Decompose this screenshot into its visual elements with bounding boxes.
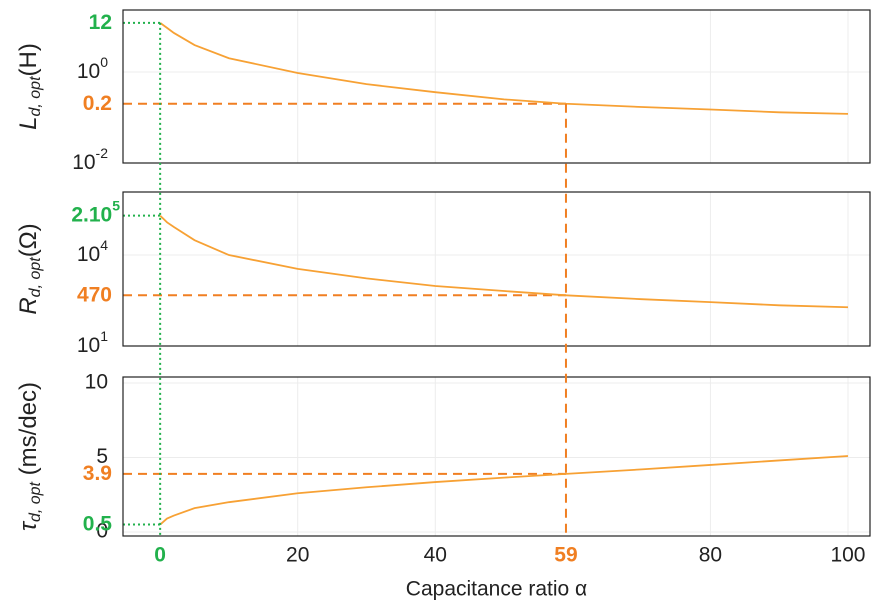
y-label-sub: d, opt [27, 481, 44, 522]
y-label-sub: d, opt [27, 76, 44, 117]
y-axis-label: Rd, opt(Ω) [15, 223, 44, 314]
marker-text: 12 [89, 10, 112, 33]
marker-label: 2.105 [71, 197, 120, 226]
x-tick-label: 100 [830, 544, 865, 567]
marker-text: 2.10 [71, 203, 112, 226]
marker-label: 12 [89, 10, 112, 33]
marker-label: 470 [77, 283, 112, 306]
y-label-main: R [15, 297, 42, 314]
marker-label: 0.2 [83, 91, 112, 114]
y-tick-label: 10 [85, 371, 108, 394]
y-label-tail: (Ω) [15, 223, 42, 257]
x-tick-label: 80 [699, 544, 722, 567]
plot-frame [122, 9, 871, 164]
tick-base: 10 [77, 334, 100, 357]
tick-exponent: 1 [100, 328, 108, 344]
y-tick-label: 5 [96, 445, 108, 468]
y-tick-label: 101 [77, 328, 108, 357]
line-series [159, 22, 849, 115]
tick-base: 10 [77, 243, 100, 266]
marker-label: 3.9 [83, 461, 112, 484]
plot-frame [122, 191, 871, 347]
line-series [159, 214, 849, 309]
y-label-tail: (H) [15, 43, 42, 76]
line-series [159, 455, 849, 526]
marker-label: 0.5 [83, 512, 113, 535]
y-axis-label: Ld, opt(H) [15, 43, 44, 130]
x-marker-label: 0 [154, 544, 166, 567]
y-label-sub: d, opt [27, 257, 44, 298]
tick-base: 10 [72, 151, 95, 174]
y-tick-label: 10-2 [72, 145, 108, 174]
y-tick-label: 104 [77, 237, 108, 266]
marker-text: 3.9 [83, 461, 112, 484]
tick-exponent: 0 [100, 54, 108, 70]
x-tick-label: 40 [424, 544, 447, 567]
tick-exponent: -2 [96, 145, 109, 161]
marker-text: 0.2 [83, 91, 112, 114]
plot-frame [122, 376, 871, 537]
y-axis-label: τd, opt (ms/dec) [15, 382, 44, 531]
marker-text: 0.5 [83, 512, 113, 535]
marker-text: 470 [77, 283, 112, 306]
tick-exponent: 4 [100, 237, 108, 253]
y-label-main: L [15, 117, 42, 130]
x-marker-label: 59 [554, 544, 577, 567]
y-tick-label: 100 [77, 54, 108, 83]
x-tick-label: 20 [286, 544, 309, 567]
y-label-tail: (ms/dec) [15, 382, 42, 482]
tick-base: 10 [77, 60, 100, 83]
y-label-main: τ [15, 520, 42, 531]
marker-exponent: 5 [112, 197, 120, 213]
x-axis-label: Capacitance ratio α [406, 578, 587, 601]
y-tick-label: 0 [96, 520, 108, 543]
